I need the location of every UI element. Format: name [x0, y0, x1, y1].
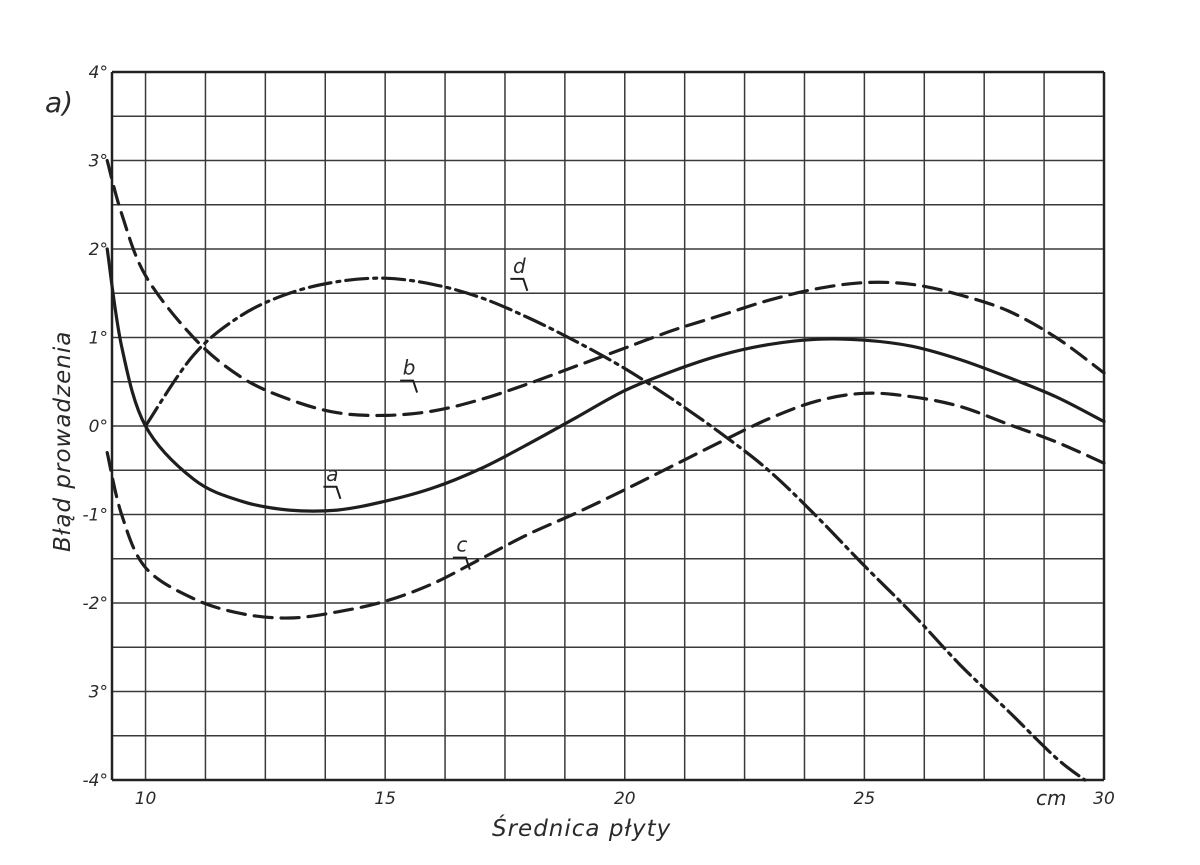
series-label-c: c [456, 533, 467, 557]
y-tick-label: 3° [89, 683, 108, 703]
series-label-leader [400, 379, 419, 393]
series-label-b: b [403, 356, 416, 380]
y-tick-label: -4° [83, 771, 108, 791]
x-tick-label: 10 [135, 789, 157, 809]
x-axis-unit: cm [1036, 786, 1066, 810]
series-line-c [105, 391, 1106, 620]
series-line-a [105, 247, 1106, 513]
x-tick-label: 15 [374, 789, 396, 809]
x-axis-title: Średnica płyty [492, 814, 671, 842]
labels-group: a) Średnica płyty Błąd prowadzenia cm 10… [45, 63, 1115, 842]
panel-label: a) [45, 86, 73, 119]
series-line-b [105, 158, 1106, 418]
y-tick-label: -1° [83, 506, 108, 526]
series-label-d: d [513, 254, 526, 278]
x-tick-label: 30 [1093, 789, 1115, 809]
x-tick-label: 25 [854, 789, 876, 809]
y-axis-title: Błąd prowadzenia [50, 331, 76, 552]
y-tick-label: -2° [83, 594, 108, 614]
y-tick-label: 1° [89, 329, 108, 349]
series-label-leader [510, 277, 529, 292]
series-line-d [143, 276, 1087, 782]
y-tick-label: 4° [89, 63, 108, 83]
series-label-leader [452, 556, 471, 570]
grid [110, 70, 1106, 782]
y-tick-label: 0° [89, 417, 108, 437]
y-tick-label: 3° [89, 152, 108, 172]
series-label-leader [323, 485, 342, 500]
x-tick-label: 20 [614, 789, 636, 809]
y-tick-label: 2° [89, 240, 108, 260]
series-label-a: a [326, 462, 338, 486]
series-group [105, 158, 1106, 782]
